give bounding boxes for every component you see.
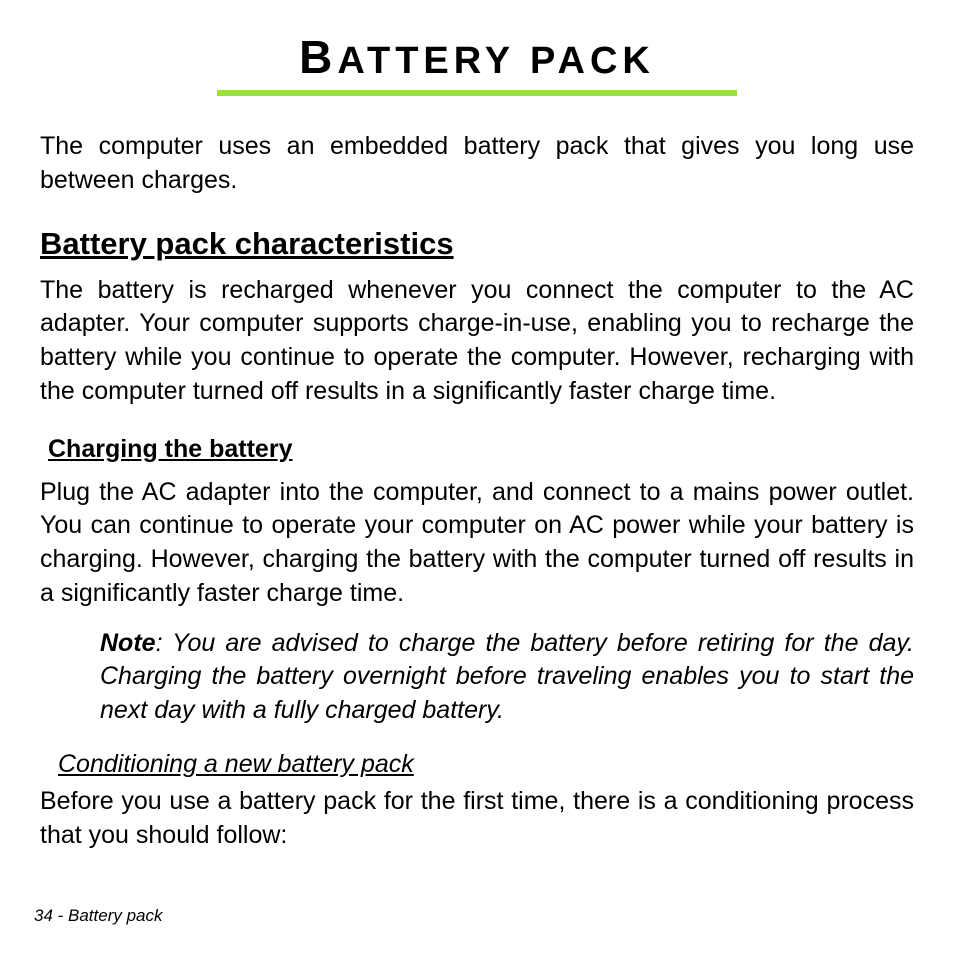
section-body-characteristics: The battery is recharged whenever you co… [40,274,914,409]
note-label: Note [100,629,156,657]
title-capital: B [299,31,337,83]
page-title: BATTERY PACK [299,30,655,84]
document-page: BATTERY PACK The computer uses an embedd… [0,0,954,954]
page-footer: 34 - Battery pack [34,906,163,926]
subsection-body-charging: Plug the AC adapter into the computer, a… [40,476,914,611]
title-block: BATTERY PACK [40,30,914,96]
intro-paragraph: The computer uses an embedded battery pa… [40,130,914,198]
title-underline-rule [217,90,737,96]
note-body: : You are advised to charge the battery … [100,629,914,725]
subsubsection-body-conditioning: Before you use a battery pack for the fi… [40,785,914,853]
subsection-heading-charging: Charging the battery [48,435,914,464]
note-block: Note: You are advised to charge the batt… [100,627,914,728]
subsubsection-heading-conditioning: Conditioning a new battery pack [58,750,914,779]
title-rest: ATTERY PACK [337,40,655,82]
section-heading-characteristics: Battery pack characteristics [40,226,914,262]
